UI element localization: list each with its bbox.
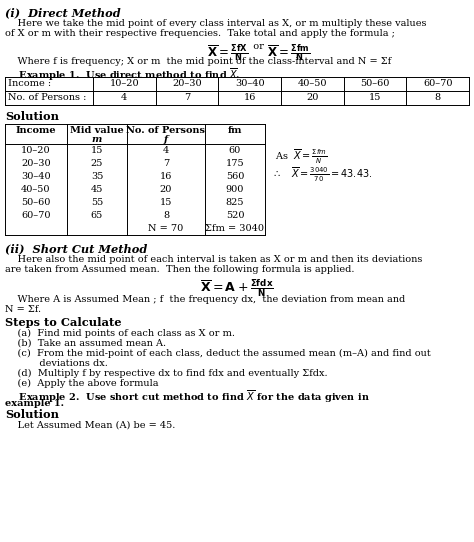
Text: Example 1.  Use direct method to find $\overline{X}$.: Example 1. Use direct method to find $\o… xyxy=(5,67,241,83)
Text: 30–40: 30–40 xyxy=(235,79,264,88)
Text: deviations dx.: deviations dx. xyxy=(5,359,108,368)
Text: Income: Income xyxy=(16,126,56,135)
Text: $\therefore$   $\overline{X} = \frac{3040}{70} = 43.43.$: $\therefore$ $\overline{X} = \frac{3040}… xyxy=(272,166,373,184)
Text: m: m xyxy=(92,135,102,144)
Text: 65: 65 xyxy=(91,211,103,220)
Text: $\mathbf{\overline{X}} = \mathbf{\frac{\Sigma fm}{N}}$: $\mathbf{\overline{X}} = \mathbf{\frac{\… xyxy=(267,42,310,63)
Text: 60–70: 60–70 xyxy=(21,211,51,220)
Text: (e)  Apply the above formula: (e) Apply the above formula xyxy=(5,379,158,388)
Text: 16: 16 xyxy=(244,93,256,102)
Text: 520: 520 xyxy=(226,211,244,220)
Text: 20–30: 20–30 xyxy=(21,159,51,168)
Text: 60–70: 60–70 xyxy=(423,79,452,88)
Text: 560: 560 xyxy=(226,172,244,181)
Text: are taken from Assumed mean.  Then the following formula is applied.: are taken from Assumed mean. Then the fo… xyxy=(5,265,355,274)
Text: Where A is Assumed Mean ; f  the frequency dx,  the deviation from mean and: Where A is Assumed Mean ; f the frequenc… xyxy=(5,295,405,304)
Text: 20: 20 xyxy=(160,185,172,194)
Text: example 1.: example 1. xyxy=(5,399,64,408)
Text: Here also the mid point of each interval is taken as X or m and then its deviati: Here also the mid point of each interval… xyxy=(5,255,422,264)
Text: 10–20: 10–20 xyxy=(21,146,51,155)
Text: 15: 15 xyxy=(91,146,103,155)
Text: Steps to Calculate: Steps to Calculate xyxy=(5,317,121,328)
Text: (c)  From the mid-point of each class, deduct the assumed mean (m–A) and find ou: (c) From the mid-point of each class, de… xyxy=(5,349,431,358)
Text: 20–30: 20–30 xyxy=(172,79,202,88)
Text: or: or xyxy=(247,42,270,51)
Text: 55: 55 xyxy=(91,198,103,207)
Text: Solution: Solution xyxy=(5,111,59,122)
Text: As  $\overline{X} = \frac{\Sigma fm}{N}$: As $\overline{X} = \frac{\Sigma fm}{N}$ xyxy=(275,148,328,166)
Text: 25: 25 xyxy=(91,159,103,168)
Text: No. of Persons: No. of Persons xyxy=(127,126,206,135)
Text: fm: fm xyxy=(228,126,242,135)
Text: Mid value: Mid value xyxy=(70,126,124,135)
Text: 4: 4 xyxy=(121,93,128,102)
Text: 7: 7 xyxy=(163,159,169,168)
Text: 40–50: 40–50 xyxy=(298,79,327,88)
Text: of X or m with their respective frequencies.  Take total and apply the formula ;: of X or m with their respective frequenc… xyxy=(5,29,395,38)
Text: Here we take the mid point of every class interval as X, or m multiply these val: Here we take the mid point of every clas… xyxy=(5,19,427,28)
Text: Example 2.  Use short cut method to find $\overline{X}$ for the data given in: Example 2. Use short cut method to find … xyxy=(5,389,370,405)
Text: 45: 45 xyxy=(91,185,103,194)
Text: 15: 15 xyxy=(369,93,381,102)
Text: Solution: Solution xyxy=(5,409,59,420)
Text: Income :: Income : xyxy=(8,79,51,88)
Text: 50–60: 50–60 xyxy=(21,198,51,207)
Text: N = 70: N = 70 xyxy=(148,224,183,233)
Text: $\mathbf{\overline{X}} = \mathbf{A} + \mathbf{\frac{\Sigma fdx}{N}}$: $\mathbf{\overline{X}} = \mathbf{A} + \m… xyxy=(200,278,274,299)
Text: 10–20: 10–20 xyxy=(109,79,139,88)
Text: (d)  Multiply f by respective dx to find fdx and eventually Σfdx.: (d) Multiply f by respective dx to find … xyxy=(5,369,328,378)
Text: 40–50: 40–50 xyxy=(21,185,51,194)
Text: Σfm = 3040: Σfm = 3040 xyxy=(206,224,264,233)
Text: No. of Persons :: No. of Persons : xyxy=(8,93,86,102)
Text: (ii)  Short Cut Method: (ii) Short Cut Method xyxy=(5,243,147,254)
Text: 15: 15 xyxy=(160,198,172,207)
Text: Let Assumed Mean (A) be = 45.: Let Assumed Mean (A) be = 45. xyxy=(5,421,175,430)
Text: 50–60: 50–60 xyxy=(360,79,390,88)
Text: 35: 35 xyxy=(91,172,103,181)
Text: 825: 825 xyxy=(226,198,244,207)
Text: Where f is frequency; X or m  the mid point of the class-interval and N = Σf: Where f is frequency; X or m the mid poi… xyxy=(5,57,391,66)
Text: (b)  Take an assumed mean A.: (b) Take an assumed mean A. xyxy=(5,339,166,348)
Text: (a)  Find mid points of each class as X or m.: (a) Find mid points of each class as X o… xyxy=(5,329,235,338)
Text: 175: 175 xyxy=(226,159,244,168)
Text: 60: 60 xyxy=(229,146,241,155)
Text: 8: 8 xyxy=(163,211,169,220)
Text: (i)  Direct Method: (i) Direct Method xyxy=(5,7,121,18)
Text: N = Σf.: N = Σf. xyxy=(5,305,41,314)
Text: $\mathbf{\overline{X}} = \mathbf{\frac{\Sigma fX}{N}}$: $\mathbf{\overline{X}} = \mathbf{\frac{\… xyxy=(207,42,248,63)
Text: f: f xyxy=(164,135,168,144)
Text: 16: 16 xyxy=(160,172,172,181)
Text: 30–40: 30–40 xyxy=(21,172,51,181)
Text: 900: 900 xyxy=(226,185,244,194)
Text: 4: 4 xyxy=(163,146,169,155)
Text: 20: 20 xyxy=(306,93,319,102)
Text: 8: 8 xyxy=(435,93,441,102)
Text: 7: 7 xyxy=(184,93,190,102)
